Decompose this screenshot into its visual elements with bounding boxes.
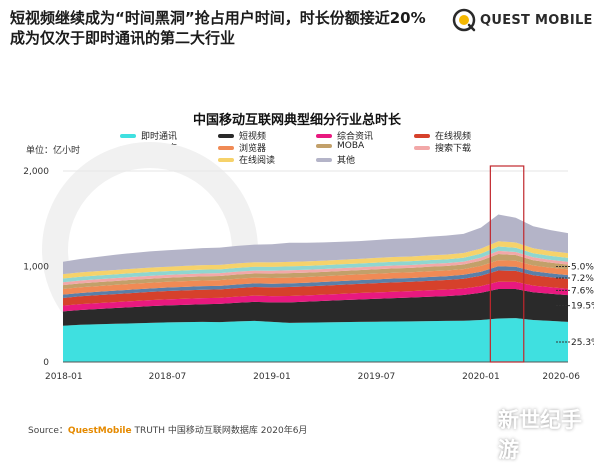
x-tick-label: 2020-01 [462, 372, 500, 382]
series-area-7 [63, 253, 568, 289]
source-prefix: Source： [28, 426, 68, 436]
share-annotation: 19.5% [571, 302, 594, 312]
series-area-4 [63, 270, 568, 306]
series-area-10 [63, 241, 568, 279]
chart-title: 中国移动互联网典型细分行业总时长 [192, 113, 401, 128]
series-area-2 [63, 288, 568, 326]
watermark: 新世纪手游 [498, 408, 582, 462]
series-area-11 [63, 214, 568, 275]
source-rest: TRUTH 中国移动互联网数据库 2020年6月 [131, 426, 308, 436]
logo: QUEST MOBILE [452, 8, 593, 32]
x-tick-label: 2018-07 [149, 372, 187, 382]
series-area-1 [63, 318, 568, 362]
x-tick-label: 2019-07 [358, 372, 396, 382]
highlight-box [489, 165, 525, 363]
series-area-5 [63, 266, 568, 299]
share-annotation: 7.2% [571, 274, 594, 284]
chart-plot: 0 1,000 2,000 2018-01 2018-07 2019-01 2019-07 2… [23, 142, 594, 382]
y-tick-label: 2,000 [23, 167, 49, 177]
share-annotation: 25.3% [571, 338, 594, 348]
logo-text: QUEST MOBILE [480, 12, 593, 28]
series-area-9 [63, 246, 568, 283]
y-tick-label: 0 [43, 358, 49, 368]
unit-label: 单位：亿小时 [26, 146, 81, 156]
x-tick-label: 2019-01 [253, 372, 291, 382]
series-area-3 [63, 281, 568, 312]
share-annotation: 7.6% [571, 286, 594, 296]
source-note: Source：QuestMobile TRUTH 中国移动互联网数据库 2020… [28, 423, 307, 436]
series-area-6 [63, 260, 568, 295]
y-tick-label: 1,000 [23, 263, 49, 273]
quest-mobile-logo-icon [452, 8, 476, 32]
series-area-8 [63, 250, 568, 286]
headline: 短视频继续成为“时间黑洞”抢占用户时间，时长份额接近20%成为仅次于即时通讯的第… [10, 9, 426, 47]
x-tick-label: 2018-01 [45, 372, 83, 382]
x-tick-label: 2020-06 [542, 372, 580, 382]
source-brand: QuestMobile [67, 426, 132, 436]
share-annotation: 5.0% [571, 263, 594, 273]
